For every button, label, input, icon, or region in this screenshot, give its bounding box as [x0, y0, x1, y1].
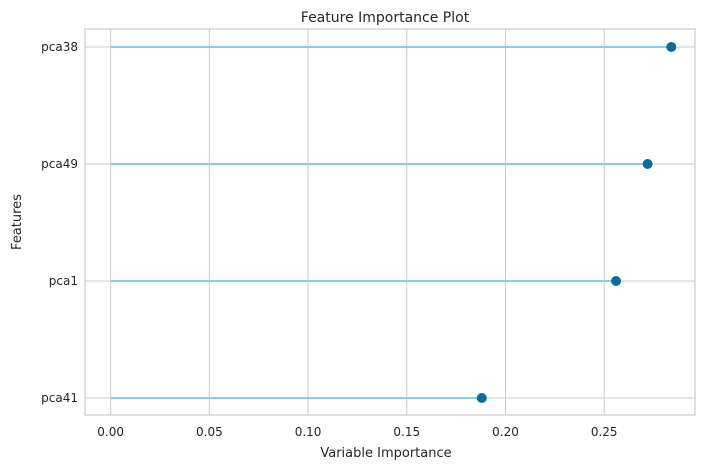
y-tick-label: pca49 [41, 157, 78, 171]
x-tick-label: 0.10 [295, 425, 322, 439]
importance-point [666, 42, 677, 52]
y-tick-labels: pca38 pca49 pca1 pca41 [41, 40, 78, 405]
x-axis-label: Variable Importance [320, 446, 451, 461]
y-tick-label: pca38 [41, 40, 78, 54]
importance-point [611, 276, 622, 286]
x-tick-label: 0.15 [393, 425, 420, 439]
x-tick-label: 0.20 [492, 425, 519, 439]
chart-title: Feature Importance Plot [301, 10, 470, 26]
x-tick-labels: 0.00 0.05 0.10 0.15 0.20 0.25 [97, 425, 617, 439]
stem-layer [110, 46, 672, 399]
x-tick-label: 0.25 [591, 425, 618, 439]
marker-layer [476, 42, 677, 403]
importance-point [642, 159, 653, 169]
x-tick-label: 0.00 [97, 425, 124, 439]
x-tick-label: 0.05 [196, 425, 223, 439]
y-tick-label: pca1 [49, 274, 78, 288]
importance-point [476, 393, 487, 403]
y-axis-label: Features [10, 194, 25, 250]
y-tick-label: pca41 [41, 391, 78, 405]
grid-layer [85, 29, 695, 415]
plot-frame [84, 28, 696, 416]
